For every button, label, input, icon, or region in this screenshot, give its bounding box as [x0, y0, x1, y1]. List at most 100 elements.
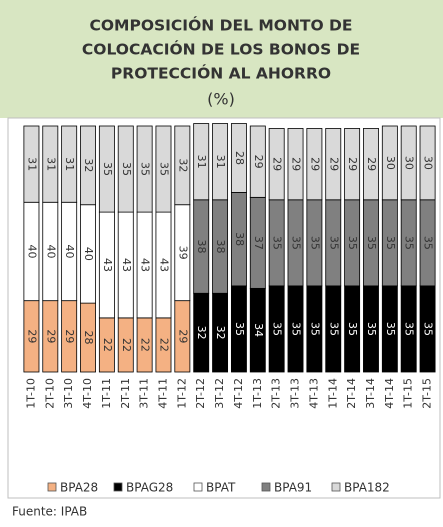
chart-frame	[7, 117, 441, 499]
value-label: 30	[384, 156, 397, 170]
legend-swatch	[113, 482, 123, 492]
value-label: 35	[290, 322, 303, 336]
chart-title: PROTECCIÓN AL AHORRO	[111, 64, 331, 83]
legend-label: BPA182	[344, 481, 390, 495]
value-label: 22	[139, 338, 152, 352]
value-label: 38	[214, 240, 227, 254]
value-label: 22	[120, 338, 133, 352]
bar-segment	[230, 123, 247, 193]
value-label: 35	[346, 236, 359, 250]
x-tick-label: 1T-12	[175, 378, 188, 409]
x-tick-label: 2T-14	[345, 378, 358, 409]
value-label: 35	[365, 236, 378, 250]
value-label: 35	[327, 236, 340, 250]
x-tick-label: 3T-11	[138, 378, 151, 409]
value-label: 35	[308, 236, 321, 250]
value-label: 32	[214, 326, 227, 340]
value-label: 40	[82, 247, 95, 261]
value-label: 30	[403, 156, 416, 170]
chart-title: COMPOSICIÓN DEL MONTO DE	[89, 16, 352, 35]
value-label: 35	[101, 162, 114, 176]
bar-segment	[98, 125, 115, 213]
value-label: 35	[365, 322, 378, 336]
source: Fuente: IPAB	[12, 505, 87, 519]
value-label: 35	[157, 162, 170, 176]
value-label: 29	[271, 157, 284, 171]
value-label: 29	[290, 157, 303, 171]
bar-segment	[381, 125, 398, 201]
chart-title: (%)	[207, 90, 235, 109]
legend-swatch	[193, 482, 203, 492]
x-tick-label: 4T-10	[81, 378, 94, 409]
x-tick-label: 1T-14	[326, 378, 339, 409]
value-label: 35	[403, 236, 416, 250]
value-label: 35	[139, 162, 152, 176]
value-label: 40	[25, 244, 38, 258]
chart-title: COLOCACIÓN DE LOS BONOS DE	[82, 40, 360, 59]
legend-label: BPA28	[60, 481, 98, 495]
x-tick-label: 1T-11	[100, 378, 113, 409]
value-label: 29	[25, 329, 38, 343]
bar-segment	[42, 125, 59, 203]
value-label: 35	[346, 322, 359, 336]
legend-label: BPA91	[274, 481, 312, 495]
title-box	[0, 0, 443, 118]
value-label: 35	[327, 322, 340, 336]
bar-segment	[419, 125, 436, 201]
x-tick-label: 1T-15	[402, 378, 415, 409]
legend-label: BPAG28	[126, 481, 173, 495]
value-label: 31	[63, 157, 76, 171]
value-label: 31	[44, 157, 57, 171]
value-label: 29	[63, 329, 76, 343]
legend-label: BPAT	[206, 481, 236, 495]
value-label: 29	[176, 329, 189, 343]
legend-swatch	[331, 482, 341, 492]
bar-segment	[268, 128, 285, 201]
value-label: 29	[308, 157, 321, 171]
value-label: 43	[101, 258, 114, 272]
value-label: 31	[25, 157, 38, 171]
value-label: 22	[101, 338, 114, 352]
bar-segment	[23, 125, 40, 203]
bar-segment	[193, 123, 210, 201]
value-label: 30	[422, 156, 435, 170]
x-tick-label: 1T-13	[251, 378, 264, 409]
x-tick-label: 3T-12	[213, 378, 226, 409]
value-label: 22	[157, 338, 170, 352]
x-tick-label: 3T-10	[62, 378, 75, 409]
x-tick-label: 2T-11	[119, 378, 132, 409]
bar-segment	[136, 125, 153, 213]
x-tick-label: 4T-12	[232, 378, 245, 409]
value-label: 29	[44, 329, 57, 343]
value-label: 35	[422, 322, 435, 336]
value-label: 29	[365, 157, 378, 171]
value-label: 38	[195, 240, 208, 254]
x-tick-label: 1T-10	[24, 378, 37, 409]
bar-segment	[117, 125, 134, 213]
bar-segment	[249, 125, 266, 198]
value-label: 35	[120, 162, 133, 176]
value-label: 40	[44, 244, 57, 258]
value-label: 35	[403, 322, 416, 336]
value-label: 37	[252, 236, 265, 250]
value-label: 35	[422, 236, 435, 250]
value-label: 35	[233, 322, 246, 336]
value-label: 32	[176, 158, 189, 172]
x-tick-label: 3T-13	[289, 378, 302, 409]
legend-swatch	[261, 482, 271, 492]
value-label: 38	[233, 232, 246, 246]
value-label: 29	[252, 155, 265, 169]
bar-segment	[400, 125, 417, 201]
bar-segment	[325, 128, 342, 201]
bar-segment	[212, 123, 229, 201]
value-label: 40	[63, 244, 76, 258]
x-tick-label: 2T-10	[43, 378, 56, 409]
value-label: 31	[214, 155, 227, 169]
x-tick-label: 2T-12	[194, 378, 207, 409]
value-label: 35	[384, 322, 397, 336]
bar-segment	[155, 125, 172, 213]
value-label: 34	[252, 323, 265, 337]
value-label: 29	[346, 157, 359, 171]
value-label: 32	[195, 326, 208, 340]
